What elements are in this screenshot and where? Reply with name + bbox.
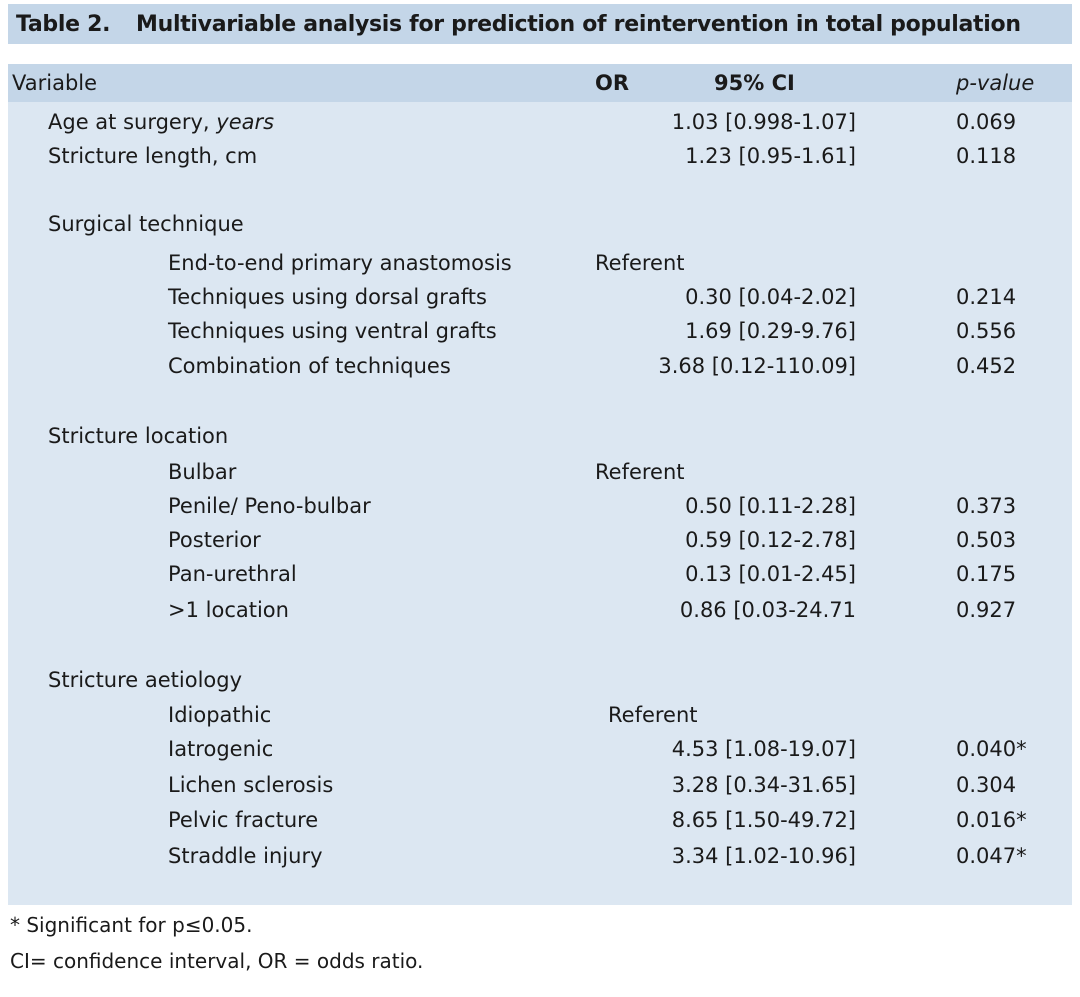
row-label: Idiopathic <box>168 703 272 727</box>
row-label: Age at surgery, years <box>48 110 275 134</box>
row-or-ci: 0.86 [0.03-24.71 <box>679 598 856 622</box>
row-or-ci: 3.34 [1.02-10.96] <box>671 844 856 868</box>
row-label: Combination of techniques <box>168 354 451 378</box>
row-label: Stricture location <box>48 424 229 448</box>
row-p-value: 0.556 <box>956 319 1017 343</box>
row-label: Posterior <box>168 528 261 552</box>
row-p-value: 0.175 <box>956 562 1017 586</box>
row-p-value: 0.040* <box>956 737 1027 761</box>
row-label: Iatrogenic <box>168 737 274 761</box>
row-referent: Referent <box>595 251 685 275</box>
header-variable: Variable <box>12 71 98 95</box>
table-title-bar: Table 2. Multivariable analysis for predi… <box>8 4 1072 44</box>
row-or-ci: 0.50 [0.11-2.28] <box>685 494 856 518</box>
row-or-ci: 0.30 [0.04-2.02] <box>685 285 856 309</box>
row-label: Techniques using dorsal grafts <box>168 285 487 309</box>
table-caption: Multivariable analysis for prediction of… <box>136 12 1021 37</box>
row-label: >1 location <box>168 598 289 622</box>
row-p-value: 0.016* <box>956 808 1027 832</box>
row-or-ci: 4.53 [1.08-19.07] <box>671 737 856 761</box>
footnote-significance: * Significant for p≤0.05. <box>10 913 253 937</box>
row-or-ci: 0.13 [0.01-2.45] <box>685 562 856 586</box>
row-or-ci: 1.23 [0.95-1.61] <box>685 144 856 168</box>
row-p-value: 0.452 <box>956 354 1017 378</box>
row-label: Surgical technique <box>48 212 244 236</box>
row-or-ci: 8.65 [1.50-49.72] <box>671 808 856 832</box>
row-p-value: 0.214 <box>956 285 1017 309</box>
header-ci: 95% CI <box>714 71 795 95</box>
row-or-ci: 0.59 [0.12-2.78] <box>685 528 856 552</box>
row-or-ci: 1.69 [0.29-9.76] <box>685 319 856 343</box>
row-p-value: 0.069 <box>956 110 1017 134</box>
row-or-ci: 3.68 [0.12-110.09] <box>658 354 856 378</box>
row-label: Straddle injury <box>168 844 323 868</box>
row-label: Stricture length, cm <box>48 144 258 168</box>
row-or-ci: 1.03 [0.998-1.07] <box>671 110 856 134</box>
row-referent: Referent <box>608 703 698 727</box>
table-body: Age at surgery, years 1.03 [0.998-1.07] … <box>8 102 1072 905</box>
table-label: Table 2. <box>16 12 111 37</box>
row-label: Pan-urethral <box>168 562 297 586</box>
row-label: End-to-end primary anastomosis <box>168 251 512 275</box>
table-title: Table 2. Multivariable analysis for predi… <box>16 12 1021 37</box>
row-p-value: 0.927 <box>956 598 1017 622</box>
table-header-row: Variable OR 95% CI p-value <box>8 64 1072 102</box>
header-p-value: p-value <box>956 71 1035 95</box>
header-or: OR <box>595 71 630 95</box>
row-label: Techniques using ventral grafts <box>168 319 497 343</box>
row-p-value: 0.373 <box>956 494 1017 518</box>
footnote-abbreviations: CI= confidence interval, OR = odds ratio… <box>10 949 424 973</box>
row-label: Lichen sclerosis <box>168 773 334 797</box>
row-referent: Referent <box>595 460 685 484</box>
row-p-value: 0.304 <box>956 773 1017 797</box>
row-label: Bulbar <box>168 460 237 484</box>
row-label: Stricture aetiology <box>48 668 243 692</box>
row-p-value: 0.118 <box>956 144 1017 168</box>
row-p-value: 0.047* <box>956 844 1027 868</box>
row-label: Pelvic fracture <box>168 808 319 832</box>
row-label: Penile/ Peno-bulbar <box>168 494 371 518</box>
row-or-ci: 3.28 [0.34-31.65] <box>671 773 856 797</box>
row-p-value: 0.503 <box>956 528 1017 552</box>
